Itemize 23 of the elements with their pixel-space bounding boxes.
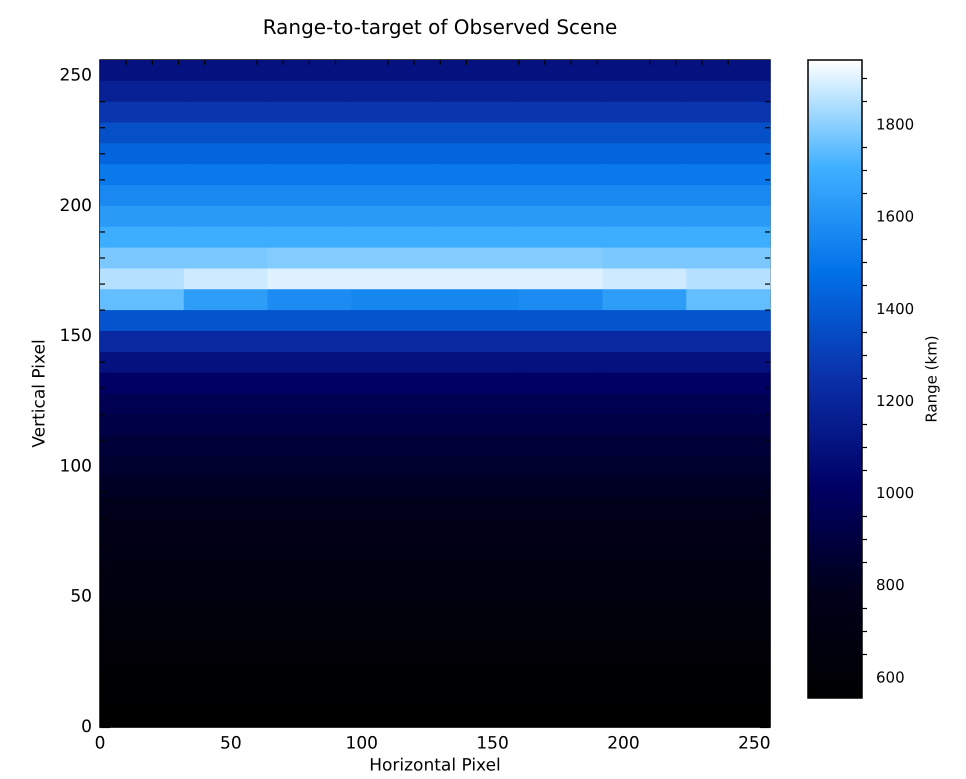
- y-tick-label: 50: [70, 586, 92, 607]
- chart-title: Range-to-target of Observed Scene: [262, 15, 618, 39]
- color-bar-label: 600: [876, 668, 905, 686]
- y-tick-label: 250: [60, 66, 92, 86]
- color-bar-label: 1000: [876, 484, 914, 502]
- x-tick-label: 0: [94, 734, 106, 754]
- color-bar-title: Range (km): [922, 335, 940, 423]
- color-bar-label: 800: [876, 576, 905, 594]
- color-bar-label: 1600: [876, 208, 914, 226]
- y-tick-label: 0: [81, 717, 92, 737]
- x-tick-label: 100: [345, 734, 378, 754]
- y-tick-label: 200: [60, 196, 92, 216]
- x-tick-label: 200: [607, 734, 640, 754]
- x-axis-title: Horizontal Pixel: [369, 755, 501, 776]
- y-tick-label: 100: [60, 456, 92, 476]
- color-bar-label: 1800: [876, 115, 914, 134]
- x-tick-label: 50: [220, 734, 242, 754]
- x-tick-label: 250: [738, 734, 771, 754]
- color-bar-label: 1400: [876, 300, 914, 318]
- y-axis-title: Vertical Pixel: [30, 339, 50, 448]
- y-tick-label: 150: [60, 326, 92, 346]
- x-tick-label: 150: [476, 734, 509, 754]
- color-bar-label: 1200: [876, 392, 914, 410]
